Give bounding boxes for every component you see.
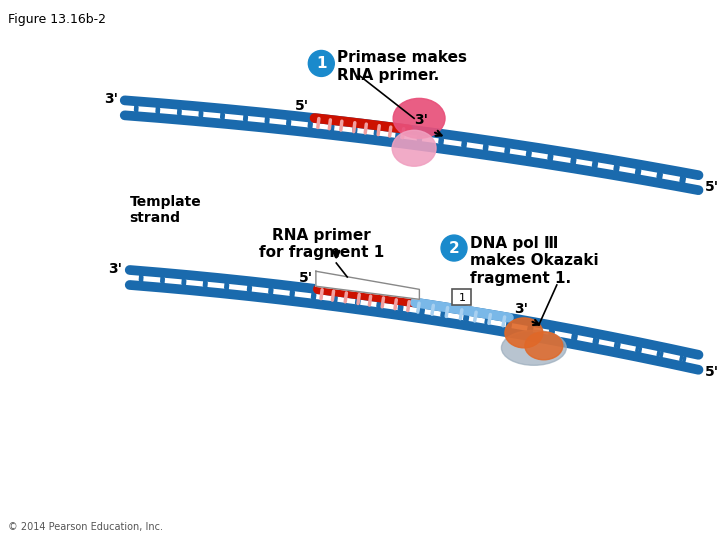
Text: 3': 3' <box>104 92 118 106</box>
Text: 3': 3' <box>514 302 528 316</box>
Text: Primase makes
RNA primer.: Primase makes RNA primer. <box>337 50 467 83</box>
Ellipse shape <box>393 98 445 138</box>
Text: Figure 13.16b-2: Figure 13.16b-2 <box>8 12 106 25</box>
Ellipse shape <box>392 130 436 166</box>
Text: 5': 5' <box>704 180 719 194</box>
Text: DNA pol Ⅲ
makes Okazaki
fragment 1.: DNA pol Ⅲ makes Okazaki fragment 1. <box>470 236 598 286</box>
Text: 1: 1 <box>459 293 465 303</box>
Circle shape <box>308 50 334 77</box>
Ellipse shape <box>525 332 563 360</box>
Text: 5': 5' <box>295 99 310 113</box>
Text: Template
strand: Template strand <box>130 195 202 225</box>
Ellipse shape <box>501 330 567 365</box>
Text: 3': 3' <box>415 112 428 126</box>
FancyBboxPatch shape <box>452 289 472 305</box>
Circle shape <box>441 235 467 261</box>
Text: 2: 2 <box>449 240 459 255</box>
Ellipse shape <box>505 318 543 348</box>
Text: 3': 3' <box>108 262 122 276</box>
Text: 5': 5' <box>704 365 719 379</box>
Text: © 2014 Pearson Education, Inc.: © 2014 Pearson Education, Inc. <box>8 522 163 532</box>
Text: 5': 5' <box>299 271 313 285</box>
Polygon shape <box>316 271 419 299</box>
Text: RNA primer
for fragment 1: RNA primer for fragment 1 <box>258 228 384 260</box>
Text: 1: 1 <box>316 56 327 71</box>
